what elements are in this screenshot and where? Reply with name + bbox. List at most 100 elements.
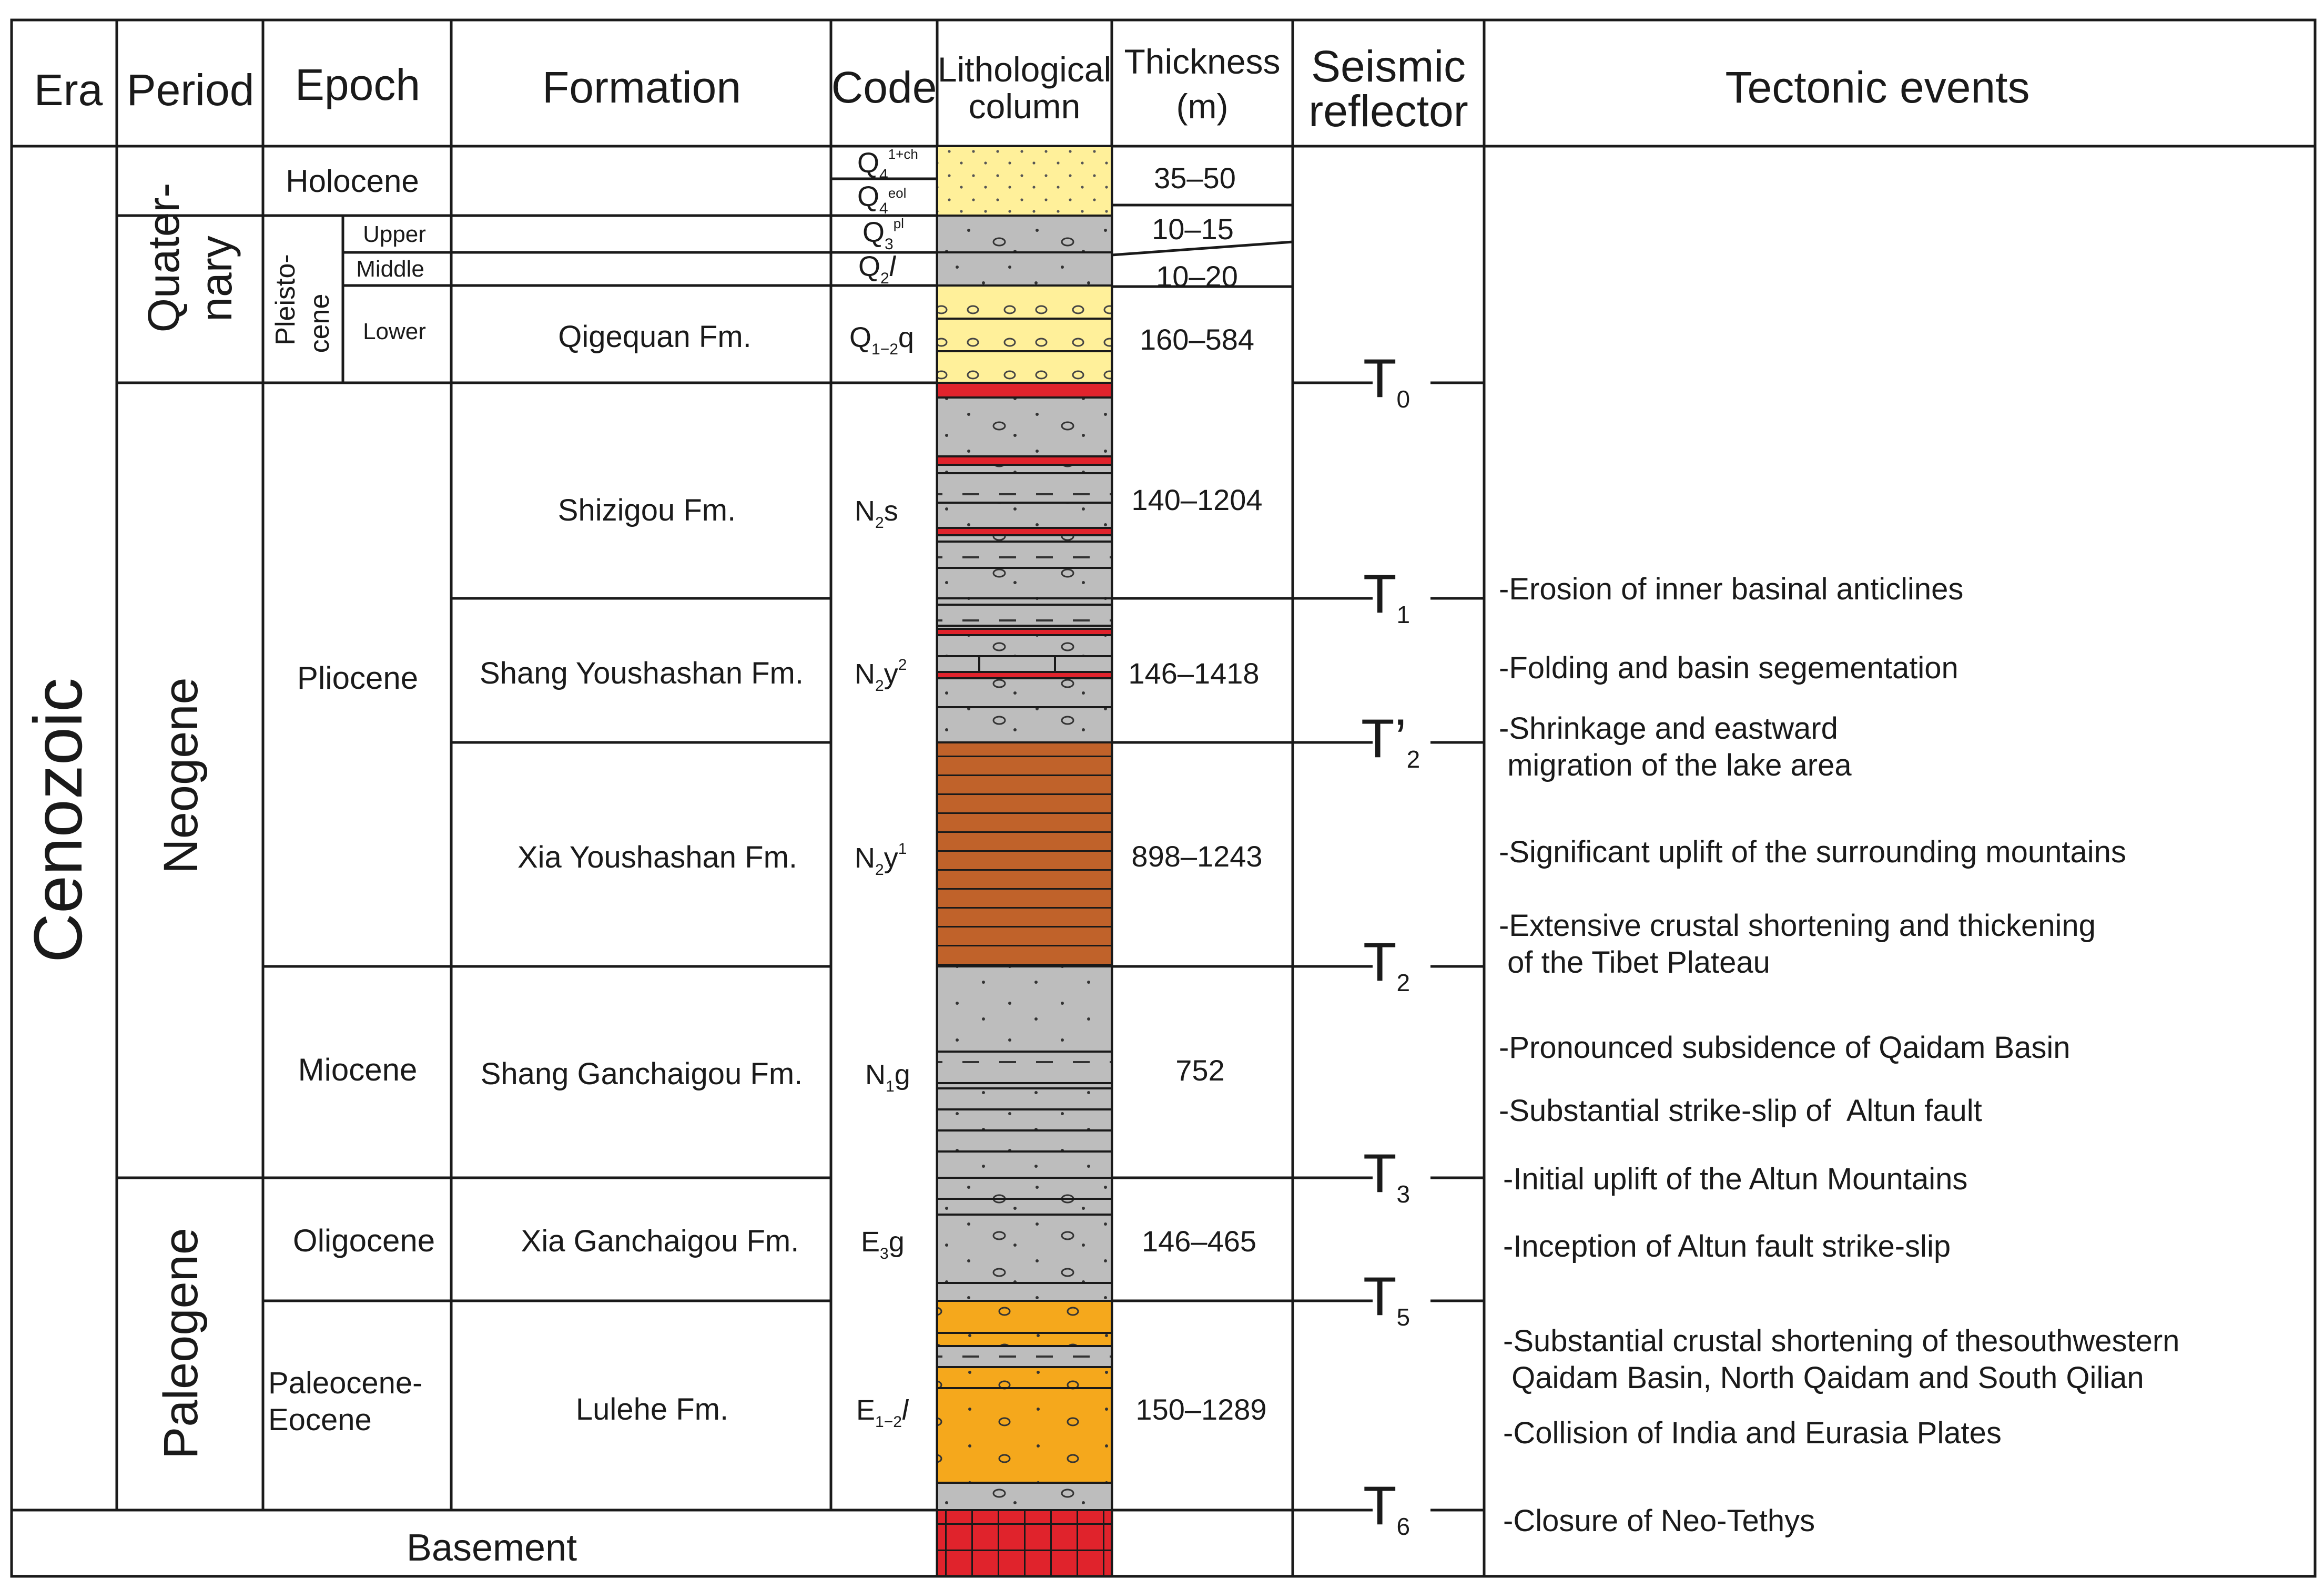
era-cenozoic: Cenozoic [19,678,96,963]
epoch-holocene: Holocene [286,164,419,199]
event-uplift-mountains: -Significant uplift of the surrounding m… [1499,835,2126,869]
thickness-holocene: 35–50 [1154,161,1236,195]
code-e1-2l: E1−2l [856,1394,909,1431]
litho-basement [936,1509,1113,1577]
event-substantial-shortening-1: -Substantial crustal shortening of theso… [1503,1324,2179,1358]
litho-lulehe [936,1300,1113,1511]
litho-gray-band [936,1345,1113,1368]
formation-xia-youshashan: Xia Youshashan Fm. [517,840,797,874]
header-thickness-2: (m) [1176,87,1229,126]
litho-upper-pleistocene [936,215,1113,253]
period-quaternary-2: nary [191,236,241,321]
epoch-oligocene: Oligocene [293,1223,435,1258]
event-erosion: -Erosion of inner basinal anticlines [1499,572,1963,606]
event-collision: -Collision of India and Eurasia Plates [1503,1416,2002,1450]
thickness-lulehe: 150–1289 [1135,1393,1266,1426]
code-q1-2q: Q1−2q [849,322,914,358]
red-layer [936,527,1113,536]
thickness-xia-youshashan: 898–1243 [1131,840,1262,873]
header-code: Code [831,63,937,112]
thickness-xia-ganchaigou: 146–465 [1142,1225,1256,1258]
reflector-t5: T5 [1363,1266,1410,1331]
litho-middle-pleistocene [936,251,1113,287]
period-paleogene: Paleogene [154,1228,208,1459]
formation-shang-youshashan: Shang Youshashan Fm. [480,656,804,690]
red-layer [936,671,1113,679]
formation-lulehe: Lulehe Fm. [576,1392,728,1426]
header-thickness-1: Thickness [1124,42,1280,81]
reflector-t0: T0 [1363,348,1410,413]
header-lithology-1: Lithological [938,50,1111,89]
thickness-shang-youshashan: 146–1418 [1128,657,1259,690]
litho-dash-band [936,604,1113,627]
formation-shizigou: Shizigou Fm. [558,493,736,527]
header-row: Era Period Epoch Formation Code Litholog… [34,42,2030,136]
code-n2s: N2s [855,495,898,532]
header-period: Period [127,65,255,115]
reflector-t3: T3 [1363,1143,1410,1208]
epoch-pliocene: Pliocene [297,660,418,696]
epoch-pleistocene-2: cene [305,294,335,353]
table-grid [10,18,2317,1578]
header-lithology-2: column [969,87,1081,126]
reflector-t1: T1 [1363,564,1410,628]
code-column: Q41+ch Q4eol Q3pl Q2l Q1−2q N2s N2y2 N2y… [849,146,918,1431]
epoch-paleocene-eocene-1: Paleocene- [268,1366,422,1400]
reflector-t2: T2 [1363,932,1410,996]
period-quaternary-1: Quater- [139,183,188,333]
red-layer [936,628,1113,636]
thickness-shang-ganchaigou: 752 [1175,1054,1224,1087]
litho-xia-youshashan [936,741,1113,967]
header-formation: Formation [542,63,741,112]
tectonic-events: -Erosion of inner basinal anticlines -Fo… [1499,572,2179,1538]
formation-xia-ganchaigou: Xia Ganchaigou Fm. [521,1224,799,1258]
thickness-column: 35–50 10–15 10–20 160–584 140–1204 146–1… [1128,161,1266,1426]
litho-dash-band [936,472,1113,504]
litho-gray-band [936,1482,1113,1511]
header-tectonic: Tectonic events [1726,63,2030,112]
thickness-upper: 10–15 [1152,212,1234,246]
event-strike-slip: -Substantial strike-slip of Altun fault [1499,1094,1982,1128]
red-layer [936,455,1113,466]
header-epoch: Epoch [295,60,420,109]
epoch-middle: Middle [356,256,424,282]
formation-qigequan: Qigequan Fm. [558,320,752,354]
event-substantial-shortening-2: Qaidam Basin, North Qaidam and South Qil… [1503,1361,2144,1395]
event-folding: -Folding and basin segementation [1499,651,1958,685]
header-seismic-2: reflector [1308,86,1468,136]
litho-limestone-band [936,655,1113,673]
header-seismic-1: Seismic [1311,42,1466,91]
thickness-middle: 10–20 [1156,260,1238,293]
code-n1g: N1g [865,1059,910,1095]
event-altun-uplift: -Initial uplift of the Altun Mountains [1503,1162,1967,1196]
period-neogene: Neogene [154,677,208,873]
epoch-paleocene-eocene-2: Eocene [268,1403,372,1437]
code-n2y1: N2y1 [855,840,907,879]
basement-label: Basement [407,1527,577,1569]
epoch-pleistocene-1: Pleisto- [270,254,301,345]
event-crustal-shortening-2: of the Tibet Plateau [1499,945,1770,980]
event-altun-inception: -Inception of Altun fault strike-slip [1503,1229,1951,1263]
header-era: Era [34,65,103,115]
red-layer [936,382,1113,399]
formation-shang-ganchaigou: Shang Ganchaigou Fm. [481,1057,803,1091]
seismic-reflectors: T0 T1 T’2 T2 T3 T5 T6 [1361,348,1420,1540]
epoch-miocene: Miocene [298,1052,418,1087]
epoch-upper: Upper [363,221,426,247]
litho-qigequan [936,284,1113,384]
event-subsidence: -Pronounced subsidence of Qaidam Basin [1499,1031,2071,1065]
code-e3g: E3g [861,1226,905,1262]
code-q2-l: Q2l [858,251,897,287]
event-crustal-shortening-1: -Extensive crustal shortening and thicke… [1499,909,2096,943]
code-q4-1ch: Q41+ch [857,146,918,184]
thickness-shizigou: 140–1204 [1131,483,1262,516]
event-shrinkage-1: -Shrinkage and eastward [1499,711,1838,746]
reflector-t2-prime: T’2 [1361,708,1420,773]
litho-holocene [936,145,1113,217]
code-q3-pl: Q3pl [862,216,904,253]
code-q4-eol: Q4eol [857,181,906,217]
lithological-column [936,145,1113,1577]
litho-dash-band [936,1051,1113,1084]
event-shrinkage-2: migration of the lake area [1499,748,1852,782]
